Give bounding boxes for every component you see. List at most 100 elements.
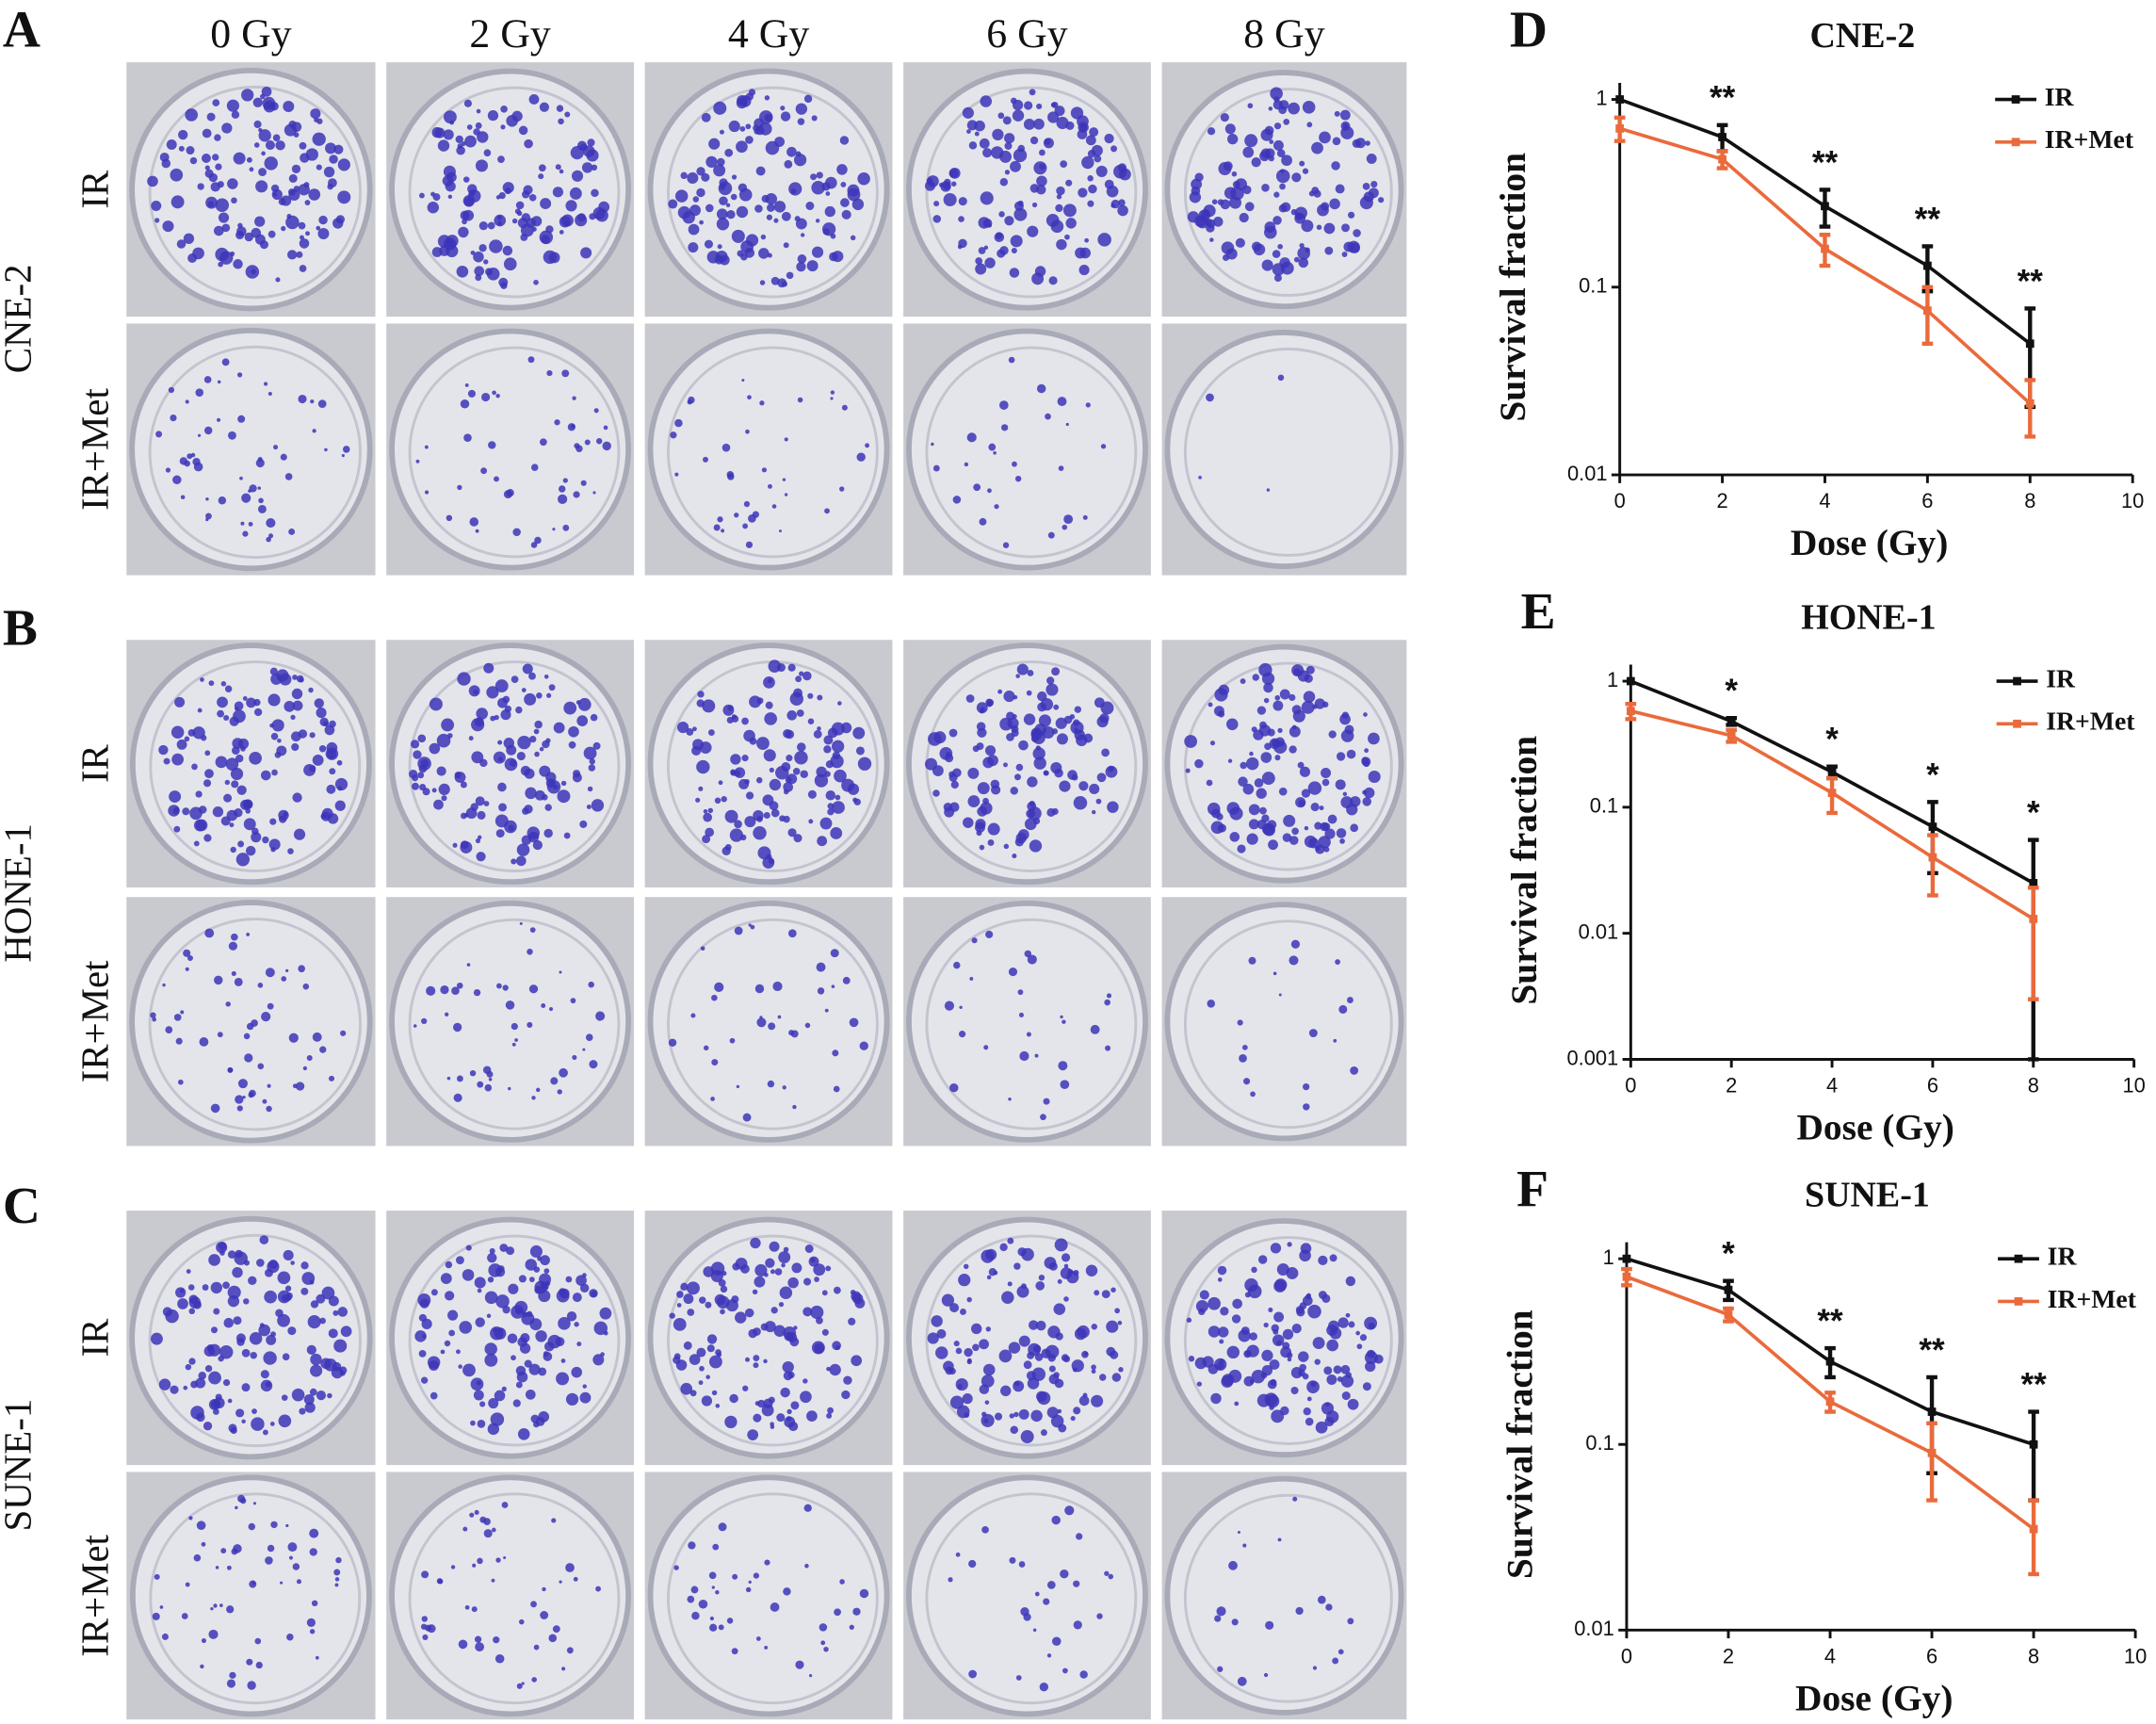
colony — [760, 1323, 769, 1331]
colony — [865, 443, 869, 448]
colony — [467, 389, 476, 398]
colony — [974, 821, 985, 833]
dish-photo — [1161, 640, 1407, 888]
colony — [258, 168, 267, 177]
colony — [584, 439, 591, 446]
colony — [705, 1301, 712, 1309]
colony — [834, 769, 847, 783]
colony — [1071, 1359, 1084, 1373]
colony — [997, 689, 1003, 694]
colony — [285, 1294, 292, 1301]
colony — [1040, 1114, 1046, 1121]
colony — [797, 397, 803, 403]
colony — [769, 767, 774, 773]
colony — [1340, 1374, 1354, 1388]
colony — [1110, 1350, 1119, 1359]
colony — [522, 190, 530, 199]
colony — [248, 1522, 256, 1531]
colony — [231, 746, 240, 756]
colony — [1032, 1344, 1042, 1354]
colony — [978, 217, 991, 229]
colony — [511, 858, 517, 865]
colony — [214, 134, 221, 141]
colony — [291, 1388, 305, 1402]
colony — [979, 517, 987, 526]
colony — [251, 832, 262, 843]
colony — [1327, 814, 1337, 824]
colony — [310, 398, 315, 404]
colony — [267, 1083, 271, 1088]
colony — [247, 1681, 256, 1690]
colony — [430, 1391, 438, 1400]
colony — [1037, 691, 1047, 702]
colony — [1018, 1408, 1029, 1420]
colony — [524, 768, 535, 779]
colony — [497, 782, 507, 792]
data-point — [1626, 676, 1635, 686]
colony — [839, 136, 850, 145]
colony — [431, 247, 443, 257]
dish-inner — [667, 86, 879, 299]
dish-photo — [903, 323, 1151, 576]
colony — [964, 1347, 973, 1358]
colony — [1038, 714, 1052, 727]
colony — [1279, 183, 1286, 190]
colony — [966, 432, 977, 443]
colony — [421, 1616, 428, 1622]
colony — [1198, 475, 1202, 480]
colony — [931, 1315, 943, 1327]
colony — [998, 400, 1009, 410]
colony — [765, 193, 778, 205]
colony — [212, 806, 224, 818]
colony — [183, 949, 191, 957]
colony — [949, 1303, 960, 1313]
colony — [559, 1580, 562, 1584]
colony — [1294, 206, 1307, 220]
colony — [1361, 756, 1370, 765]
colony — [1280, 1346, 1292, 1358]
colony — [803, 1504, 812, 1512]
colony — [543, 828, 553, 838]
colony — [737, 250, 744, 257]
colony — [316, 118, 323, 124]
colony — [596, 438, 603, 445]
colony — [816, 962, 826, 972]
colony — [765, 140, 780, 155]
colony — [267, 230, 276, 238]
colony — [974, 120, 985, 132]
colony — [940, 181, 951, 192]
colony — [273, 445, 279, 450]
colony — [1293, 256, 1300, 263]
colony — [952, 496, 962, 504]
colony — [728, 120, 740, 133]
colony — [310, 1300, 319, 1309]
colony — [257, 1063, 265, 1070]
colony — [292, 700, 303, 711]
colony — [1378, 197, 1385, 203]
colony — [514, 1038, 518, 1042]
colony — [711, 1059, 719, 1066]
colony — [512, 528, 521, 537]
colony — [725, 203, 731, 207]
colony — [825, 1265, 832, 1272]
colony — [1003, 691, 1015, 703]
colony — [337, 1307, 349, 1317]
colony — [796, 709, 804, 717]
colony — [518, 1275, 527, 1283]
colony — [1073, 1407, 1081, 1415]
colony — [1243, 1349, 1252, 1358]
colony — [188, 1308, 196, 1315]
colony — [979, 844, 985, 851]
colony — [531, 1096, 536, 1100]
colony — [1208, 702, 1213, 707]
colony — [245, 845, 256, 856]
dish — [647, 1474, 890, 1717]
colony — [699, 220, 704, 225]
colony — [154, 218, 160, 223]
colony — [303, 1394, 315, 1406]
colony — [530, 1601, 537, 1608]
colony — [1096, 715, 1109, 728]
colony — [500, 124, 506, 130]
dish-photo — [903, 640, 1151, 888]
colony — [705, 203, 714, 213]
